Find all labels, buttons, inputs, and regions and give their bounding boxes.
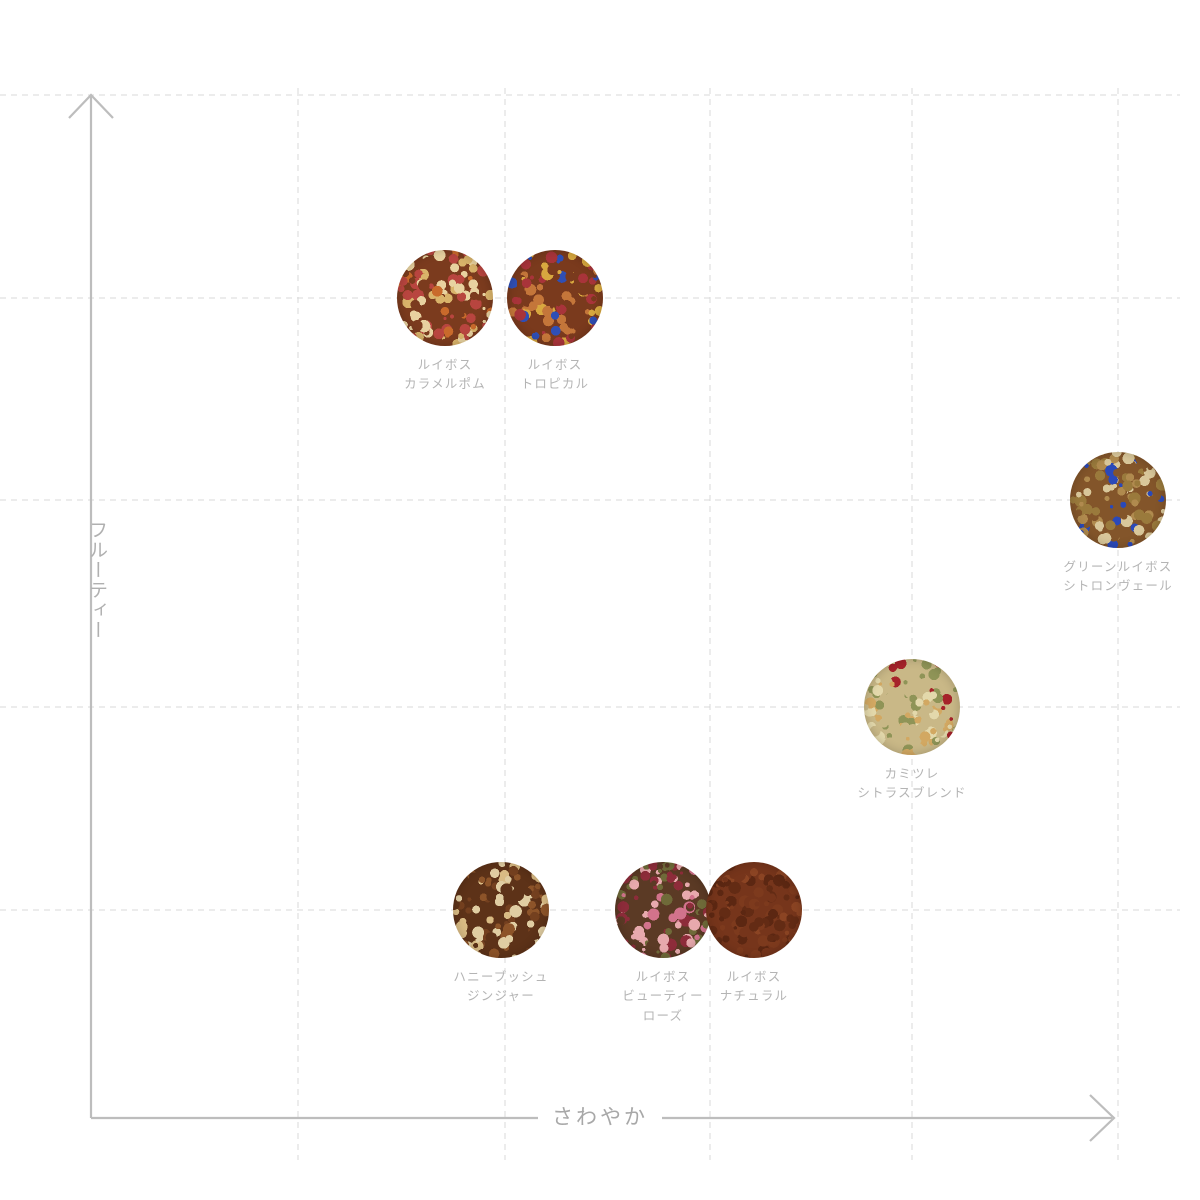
- data-point-label: ハニーブッシュ ジンジャー: [453, 970, 549, 1004]
- data-point[interactable]: ルイボス トロピカル: [472, 250, 638, 395]
- data-point[interactable]: グリーンルイボス シトロンヴェール: [1035, 452, 1200, 597]
- data-point-label: ルイボス ナチュラル: [719, 970, 789, 1004]
- data-point-label: グリーンルイボス シトロンヴェール: [1063, 560, 1173, 594]
- arrow-up-icon: [68, 93, 114, 119]
- data-point-label: ルイボス トロピカル: [520, 358, 590, 392]
- data-point[interactable]: ルイボス ナチュラル: [671, 862, 837, 1007]
- tea-swatch-icon: [706, 862, 802, 958]
- tea-swatch-icon: [507, 250, 603, 346]
- x-axis-title-text: さわやか: [538, 1106, 662, 1129]
- data-point[interactable]: カミツレ シトラスブレンド: [829, 659, 995, 804]
- x-axis-title: さわやか: [0, 1101, 1200, 1131]
- data-point[interactable]: ルイボス カラメルポム: [362, 250, 528, 395]
- data-point-label: ルイボス ビューティー ローズ: [622, 970, 704, 1023]
- tea-swatch-icon: [1070, 452, 1166, 548]
- y-axis-title: フルーティー: [86, 520, 107, 640]
- data-point-label: ルイボス カラメルポム: [404, 358, 486, 392]
- tea-swatch-icon: [397, 250, 493, 346]
- data-point-label: カミツレ シトラスブレンド: [857, 767, 967, 801]
- data-point[interactable]: ハニーブッシュ ジンジャー: [418, 862, 584, 1007]
- tea-swatch-icon: [453, 862, 549, 958]
- tea-swatch-icon: [864, 659, 960, 755]
- tea-swatch-icon: [615, 862, 711, 958]
- data-point[interactable]: ルイボス ビューティー ローズ: [580, 862, 746, 1026]
